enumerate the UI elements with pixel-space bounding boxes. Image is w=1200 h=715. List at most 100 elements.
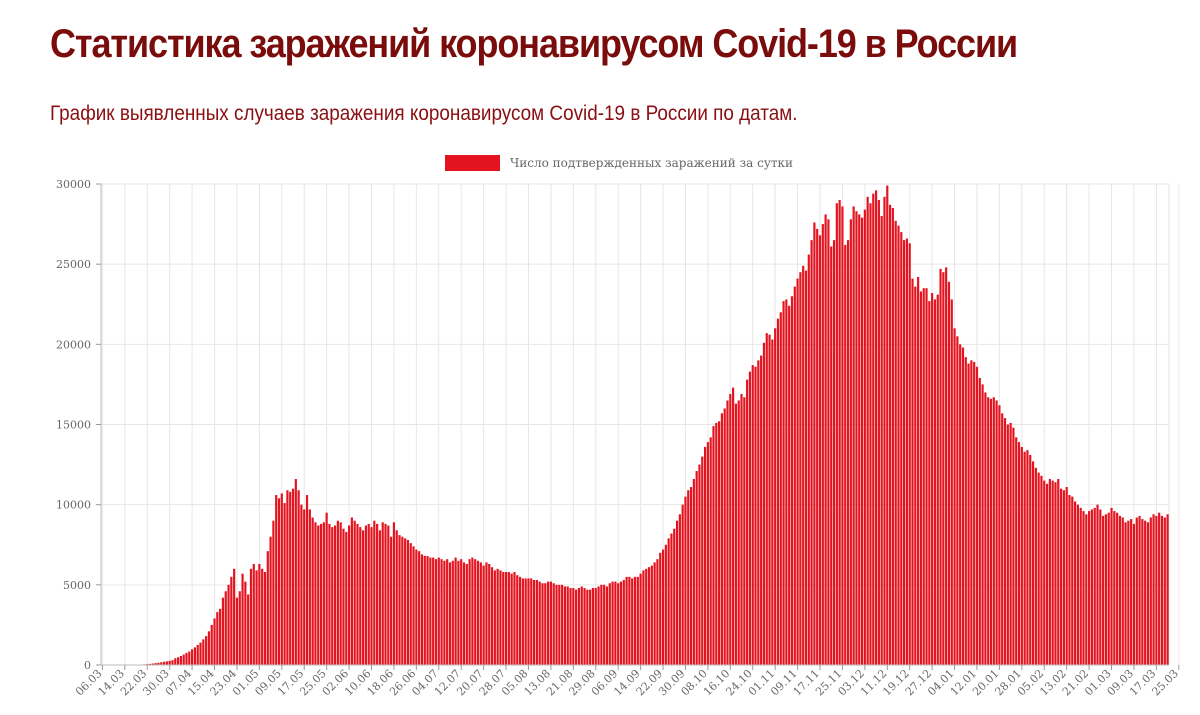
x-tick-label: 25.03 bbox=[1149, 667, 1180, 698]
bar bbox=[894, 220, 897, 666]
bar bbox=[729, 394, 732, 665]
bar bbox=[670, 533, 673, 665]
bar bbox=[362, 530, 365, 665]
bar bbox=[168, 660, 171, 665]
bar bbox=[378, 530, 382, 665]
bar bbox=[541, 583, 544, 665]
bar bbox=[992, 397, 995, 665]
bar bbox=[1124, 522, 1127, 665]
y-tick-label: 10000 bbox=[56, 499, 91, 512]
bar bbox=[1076, 504, 1079, 665]
bar bbox=[1012, 427, 1015, 665]
bar bbox=[446, 559, 449, 665]
bar bbox=[897, 225, 900, 665]
bar bbox=[891, 208, 894, 666]
bar bbox=[148, 663, 152, 665]
bar bbox=[462, 562, 466, 665]
y-tick-label: 30000 bbox=[56, 178, 91, 191]
bar bbox=[193, 647, 196, 665]
bar bbox=[1107, 512, 1110, 665]
bar bbox=[995, 400, 998, 665]
bar bbox=[874, 190, 878, 665]
bar bbox=[451, 560, 454, 665]
bar bbox=[308, 509, 311, 665]
bar bbox=[659, 552, 662, 665]
bar bbox=[611, 581, 614, 665]
bar bbox=[294, 479, 297, 665]
bar bbox=[300, 504, 303, 665]
bar bbox=[863, 209, 866, 666]
bar bbox=[205, 636, 208, 665]
bar bbox=[1113, 511, 1116, 665]
bar bbox=[656, 559, 659, 665]
bar bbox=[911, 278, 914, 665]
bar bbox=[384, 523, 387, 665]
bar bbox=[877, 200, 880, 665]
bar bbox=[474, 559, 477, 665]
bar bbox=[678, 514, 681, 665]
bar bbox=[325, 512, 328, 665]
bar bbox=[933, 299, 937, 665]
bar bbox=[415, 549, 418, 665]
bar bbox=[521, 578, 524, 665]
bar bbox=[286, 490, 289, 665]
bar bbox=[970, 360, 973, 665]
bar bbox=[675, 520, 679, 665]
bar bbox=[776, 318, 780, 665]
bar bbox=[1096, 504, 1099, 665]
bar bbox=[241, 573, 244, 665]
bar bbox=[1009, 422, 1012, 665]
bar bbox=[706, 442, 709, 665]
bar bbox=[162, 661, 166, 665]
bar bbox=[945, 267, 948, 665]
bar bbox=[636, 576, 639, 665]
bar bbox=[964, 357, 967, 665]
bar bbox=[762, 342, 766, 665]
bar bbox=[353, 520, 356, 665]
bar bbox=[1003, 418, 1007, 665]
bar bbox=[502, 572, 505, 665]
bar bbox=[457, 560, 460, 665]
bar bbox=[748, 371, 752, 665]
bar bbox=[625, 576, 628, 665]
bar bbox=[1015, 437, 1018, 665]
bar bbox=[684, 496, 687, 665]
bar bbox=[959, 344, 962, 665]
bar bbox=[855, 211, 858, 666]
bar bbox=[799, 272, 802, 665]
bar bbox=[754, 366, 757, 665]
bar bbox=[563, 586, 567, 665]
bar bbox=[443, 560, 446, 665]
bar bbox=[628, 576, 631, 665]
bar bbox=[1031, 461, 1035, 665]
bar bbox=[328, 523, 331, 665]
bar bbox=[793, 286, 796, 665]
bar bbox=[619, 581, 623, 665]
bar bbox=[1141, 519, 1144, 665]
bar bbox=[737, 400, 740, 665]
bar bbox=[746, 379, 749, 665]
bar bbox=[572, 588, 575, 665]
bar bbox=[392, 522, 396, 665]
bar bbox=[1068, 495, 1071, 665]
bar bbox=[409, 543, 412, 665]
bar bbox=[429, 557, 432, 665]
bar bbox=[757, 360, 760, 665]
bar bbox=[886, 185, 889, 665]
bar bbox=[1110, 507, 1113, 665]
bar bbox=[869, 203, 872, 666]
bar bbox=[432, 557, 435, 665]
bar bbox=[513, 572, 516, 665]
bar bbox=[608, 583, 611, 665]
bar bbox=[981, 384, 984, 665]
bar bbox=[479, 562, 482, 665]
bar bbox=[835, 203, 838, 666]
bar bbox=[499, 570, 502, 665]
bar bbox=[544, 583, 547, 665]
bar bbox=[1099, 509, 1102, 665]
bar bbox=[160, 662, 163, 665]
bar bbox=[527, 578, 530, 665]
bar bbox=[322, 522, 325, 665]
y-tick-label: 20000 bbox=[56, 338, 91, 351]
bar bbox=[936, 294, 939, 665]
